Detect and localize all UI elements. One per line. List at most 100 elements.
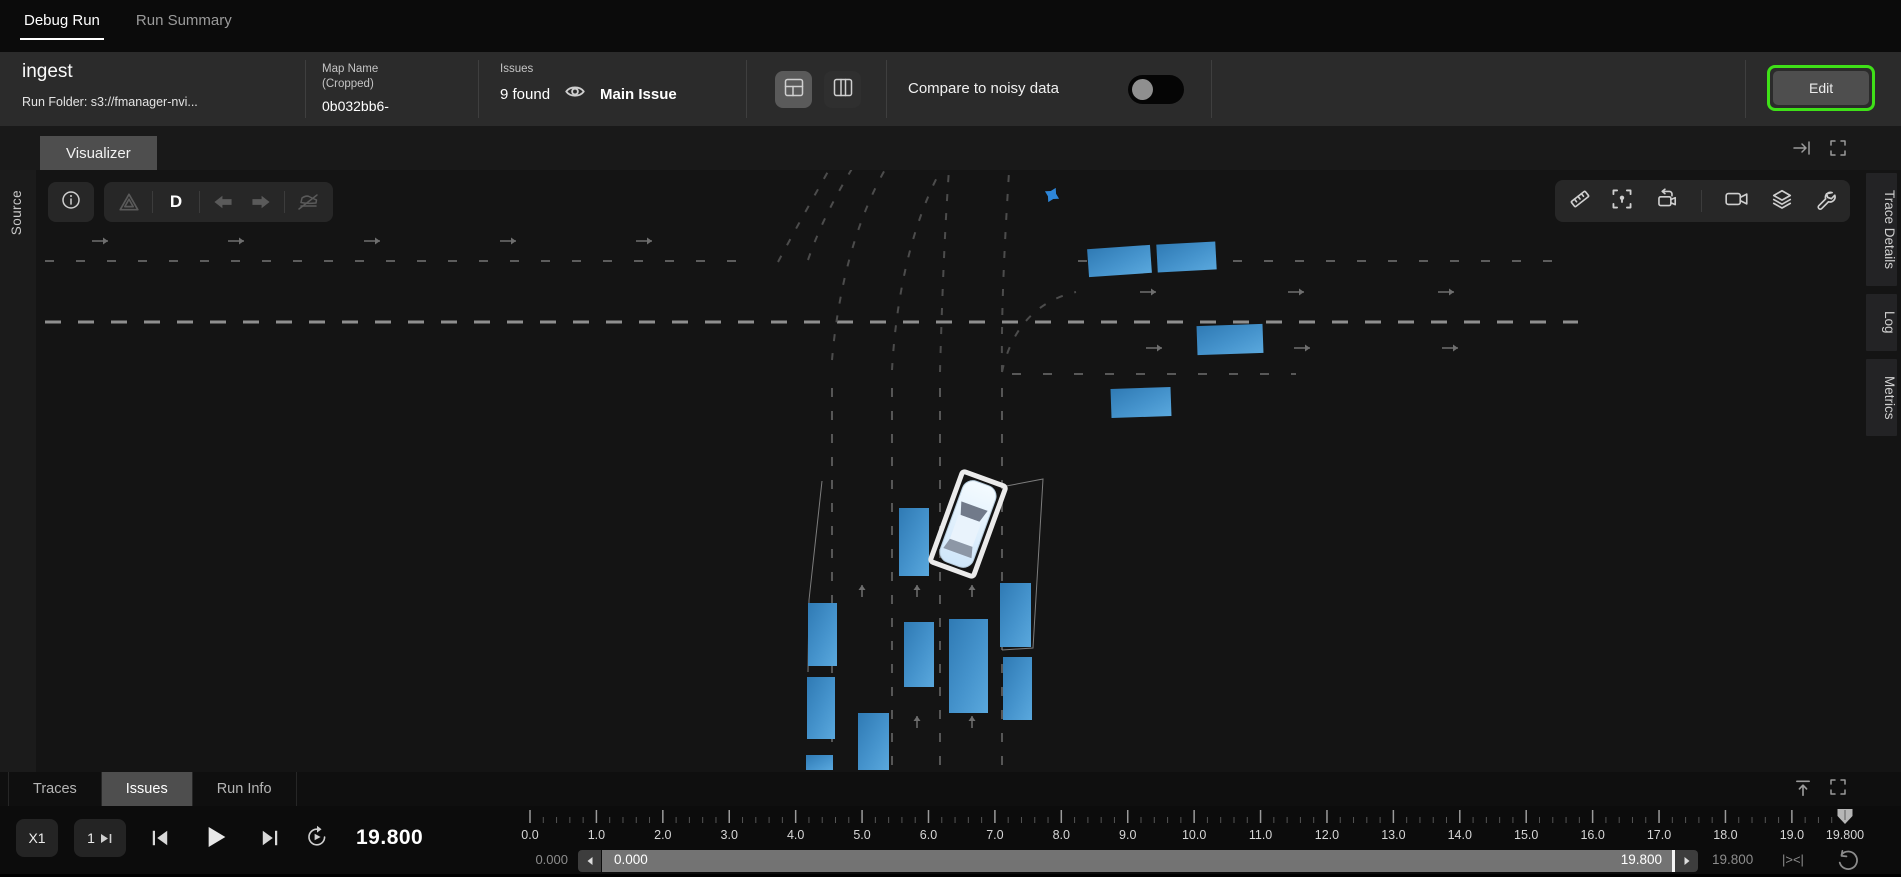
ego-roof: [949, 514, 982, 547]
replay-loop-button[interactable]: [304, 824, 330, 855]
lane-direction-arrow-up: [913, 585, 921, 597]
timeline-tick-label: 13.0: [1381, 828, 1405, 842]
warning-triangle-icon[interactable]: [110, 192, 148, 212]
ruler-icon[interactable]: [1569, 188, 1591, 215]
vehicle-box[interactable]: [1000, 583, 1031, 647]
wrench-icon[interactable]: [1814, 188, 1836, 215]
range-collapse-icon[interactable]: |><|: [1782, 852, 1804, 867]
range-slider-bar[interactable]: 0.000 19.800: [602, 850, 1672, 872]
compare-noisy-data-toggle[interactable]: [1128, 75, 1184, 104]
range-nudge-right-button[interactable]: [1675, 850, 1698, 872]
divider: [886, 60, 887, 118]
left-rail-source-tab[interactable]: Source: [9, 190, 24, 236]
corridor-outline: [1000, 478, 1044, 651]
vehicle-box[interactable]: [808, 603, 837, 666]
timeline-tick-label: 8.0: [1053, 828, 1070, 842]
pedestrian-path-off-icon[interactable]: [289, 193, 327, 211]
range-nudge-left-button[interactable]: [578, 850, 601, 872]
timeline-tick-label: 18.0: [1713, 828, 1737, 842]
vehicle-box[interactable]: [806, 755, 833, 770]
vehicle-box[interactable]: [904, 622, 934, 687]
step-back-icon[interactable]: [204, 194, 242, 210]
timeline-tick-label: 16.0: [1580, 828, 1604, 842]
vehicle-box[interactable]: [1003, 657, 1032, 720]
main-area: Source: [0, 170, 1901, 772]
vehicle-box[interactable]: [1156, 241, 1217, 273]
nav-star-marker: [1044, 187, 1060, 203]
edit-button-highlight: Edit: [1767, 65, 1876, 111]
video-camera-icon[interactable]: [1724, 189, 1750, 214]
vehicle-box[interactable]: [1196, 323, 1264, 356]
camera-reset-icon[interactable]: [1653, 187, 1679, 215]
tab-visualizer[interactable]: Visualizer: [40, 136, 157, 170]
issues-count: 9 found: [500, 85, 551, 103]
skip-to-start-button[interactable]: [150, 828, 170, 853]
right-rail-tab-trace-details[interactable]: Trace Details: [1866, 173, 1897, 287]
range-start-label: 0.000: [535, 852, 568, 867]
lane-guide-curve: [1001, 291, 1077, 373]
lane-direction-arrow: [228, 237, 244, 245]
tab-run-info[interactable]: Run Info: [193, 772, 297, 806]
range-end-handle[interactable]: [1672, 850, 1675, 872]
visualizer-canvas[interactable]: D: [36, 170, 1862, 772]
timeline-tick-label: 6.0: [920, 828, 937, 842]
vehicle-box[interactable]: [899, 508, 929, 576]
lane-guide-curve: [939, 170, 950, 373]
tab-run-summary[interactable]: Run Summary: [135, 12, 232, 29]
timeline-tick-label: 15.0: [1514, 828, 1538, 842]
divider: [305, 60, 306, 118]
play-button[interactable]: [204, 825, 228, 854]
lane-direction-arrow: [1294, 344, 1310, 352]
info-button[interactable]: [48, 182, 94, 222]
lane-direction-arrow-up: [858, 585, 866, 597]
lane-guide-curve: [777, 170, 831, 263]
right-rail-tab-log[interactable]: Log: [1866, 294, 1897, 351]
right-rail-tab-metrics[interactable]: Metrics: [1866, 358, 1897, 437]
tab-debug-run[interactable]: Debug Run: [20, 10, 104, 40]
divider: [1211, 60, 1212, 118]
focus-target-icon[interactable]: [1611, 188, 1633, 215]
tab-traces[interactable]: Traces: [8, 772, 102, 806]
ego-vehicle[interactable]: [928, 469, 1008, 579]
frame-step-count: 1: [87, 830, 95, 846]
eye-icon[interactable]: [564, 84, 586, 104]
map-name-label: Map Name (Cropped): [322, 63, 379, 90]
range-bar-start-value: 0.000: [614, 852, 648, 867]
step-forward-icon[interactable]: [242, 194, 280, 210]
tab-issues[interactable]: Issues: [101, 772, 193, 806]
frame-step-button[interactable]: 1: [74, 819, 126, 857]
lane-guide-curve: [807, 170, 853, 261]
layers-icon[interactable]: [1770, 188, 1794, 215]
vehicle-box[interactable]: [858, 713, 889, 770]
lane-direction-arrow: [364, 237, 380, 245]
scroll-to-top-icon[interactable]: [1792, 778, 1814, 803]
run-header: ingest Run Folder: s3://fmanager-nvi... …: [0, 52, 1901, 126]
vehicle-box[interactable]: [1110, 386, 1172, 419]
fullscreen-bottom-icon[interactable]: [1828, 778, 1848, 801]
detections-toggle-d[interactable]: D: [169, 192, 183, 211]
timeline-playhead[interactable]: [1837, 809, 1853, 824]
lane-direction-arrow: [1442, 344, 1458, 352]
toolbar-divider: [1701, 190, 1702, 212]
vehicle-box[interactable]: [1087, 244, 1152, 278]
timeline-tick-label: 5.0: [853, 828, 870, 842]
timeline-ruler[interactable]: 0.0 1.0 2.0 3.0 4.0 5.0 6.0 7.0 8.0 9.0 10.0 11.0 12…: [0, 808, 1901, 848]
layout-single-view-button[interactable]: [775, 71, 812, 108]
layout-columns-view-button[interactable]: [824, 71, 861, 108]
speed-button[interactable]: X1: [16, 819, 58, 857]
lane-direction-arrow: [1140, 288, 1156, 296]
step-frame-icon: [100, 833, 112, 843]
edit-button[interactable]: Edit: [1773, 71, 1870, 105]
main-issue-label[interactable]: Main Issue: [600, 85, 677, 103]
fullscreen-icon[interactable]: [1828, 139, 1848, 162]
range-reset-icon[interactable]: [1836, 850, 1858, 877]
vehicle-box[interactable]: [949, 619, 988, 713]
collapse-panel-right-icon[interactable]: [1792, 139, 1814, 162]
range-end-label: 19.800: [1712, 852, 1754, 867]
issues-label: Issues: [500, 63, 534, 75]
timeline-tick-label: 3.0: [721, 828, 738, 842]
vehicle-box[interactable]: [807, 677, 835, 739]
ego-bounding-box: [928, 469, 1008, 579]
timeline-tick-label: 19.0: [1780, 828, 1804, 842]
skip-to-end-button[interactable]: [260, 828, 280, 853]
